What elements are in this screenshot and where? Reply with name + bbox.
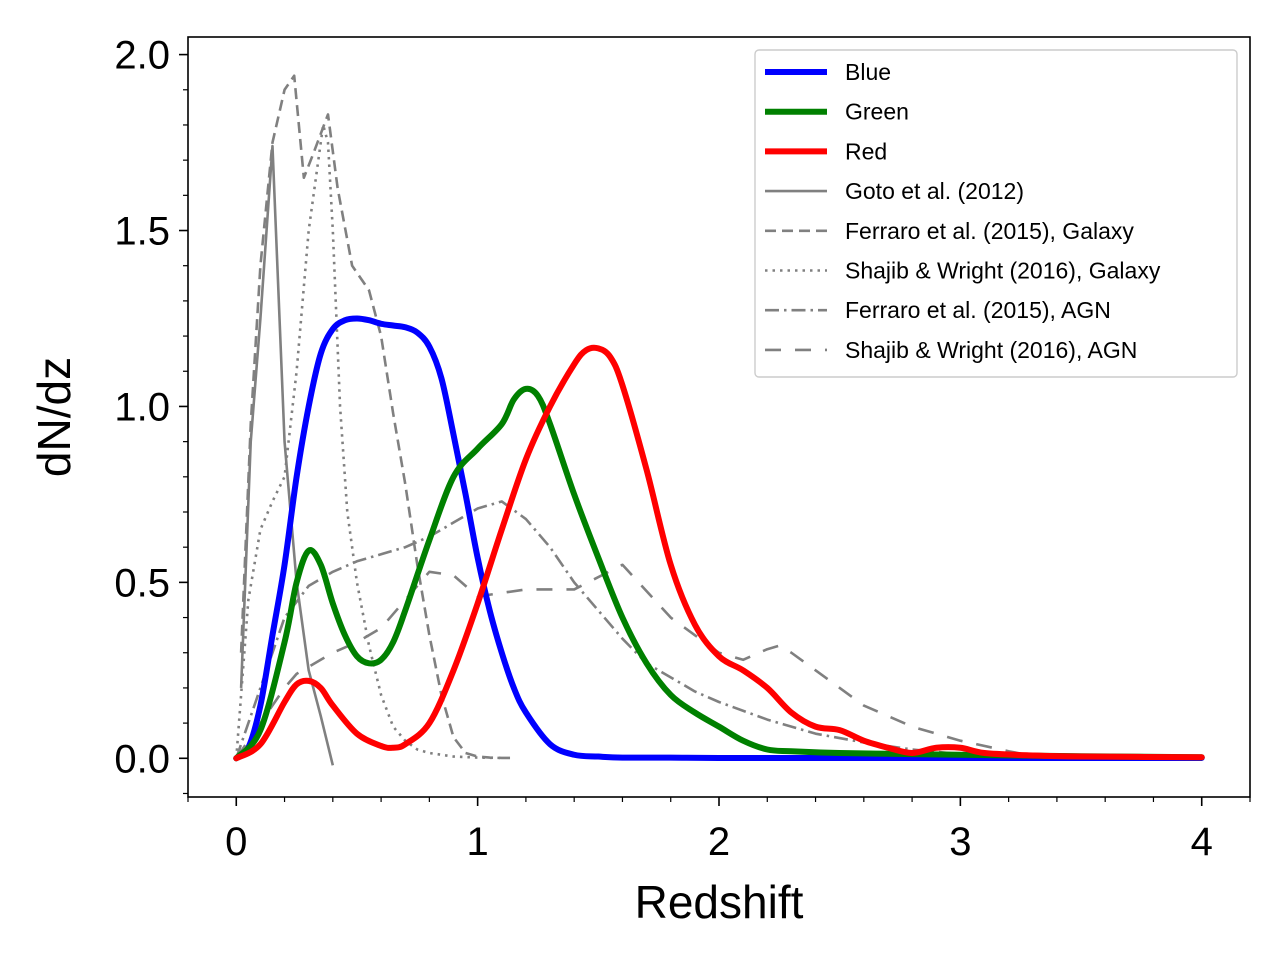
series-line-shajib-wright-2016-galaxy [234, 123, 502, 760]
series-line-ferraro-et-al-2015-galaxy [239, 74, 514, 760]
legend-entry: Red [765, 138, 887, 164]
legend-label: Ferraro et al. (2015), AGN [845, 297, 1111, 323]
y-tick-label: 1.0 [114, 385, 170, 429]
legend: Blue Green Red Goto et al. (2012) Ferraro et… [754, 49, 1238, 378]
series-line-shajib-wright-2016-agn [235, 563, 1046, 760]
x-axis-label: Redshift [635, 876, 804, 928]
series-layer [233, 74, 1205, 766]
ticks-layer: 0 1 2 3 4 0.0 0.5 1.0 1.5 2.0 [114, 34, 1251, 864]
series-line-green [233, 385, 1205, 762]
legend-label: Ferraro et al. (2015), Galaxy [845, 218, 1134, 244]
legend-entry: Ferraro et al. (2015), Galaxy [765, 218, 1134, 244]
series-line-ferraro-et-al-2015-agn [235, 500, 1045, 759]
series-line-blue [233, 315, 1205, 762]
x-tick-label: 1 [467, 820, 489, 864]
y-tick-label: 0.0 [114, 737, 170, 781]
legend-entry: Ferraro et al. (2015), AGN [765, 297, 1111, 323]
legend-label: Shajib & Wright (2016), AGN [845, 337, 1137, 363]
y-tick-label: 0.5 [114, 561, 170, 605]
series-line-goto-et-al-2012 [239, 144, 335, 766]
legend-box [754, 49, 1238, 378]
x-tick-label: 2 [708, 820, 730, 864]
legend-entry: Blue [765, 59, 891, 85]
x-tick-label: 4 [1191, 820, 1213, 864]
legend-label: Green [845, 99, 909, 125]
legend-entry: Green [765, 99, 909, 125]
legend-label: Goto et al. (2012) [845, 178, 1024, 204]
legend-label: Red [845, 138, 887, 164]
legend-entry: Goto et al. (2012) [765, 178, 1024, 204]
y-axis-label: dN/dz [28, 357, 80, 477]
legend-entry: Shajib & Wright (2016), Galaxy [765, 258, 1161, 284]
legend-label: Blue [845, 59, 891, 85]
x-tick-label: 3 [949, 820, 971, 864]
legend-label: Shajib & Wright (2016), Galaxy [845, 258, 1161, 284]
x-tick-label: 0 [225, 820, 247, 864]
legend-entry: Shajib & Wright (2016), AGN [765, 337, 1137, 363]
y-tick-label: 1.5 [114, 210, 170, 254]
y-tick-label: 2.0 [114, 34, 170, 78]
series-line-red [233, 344, 1205, 762]
